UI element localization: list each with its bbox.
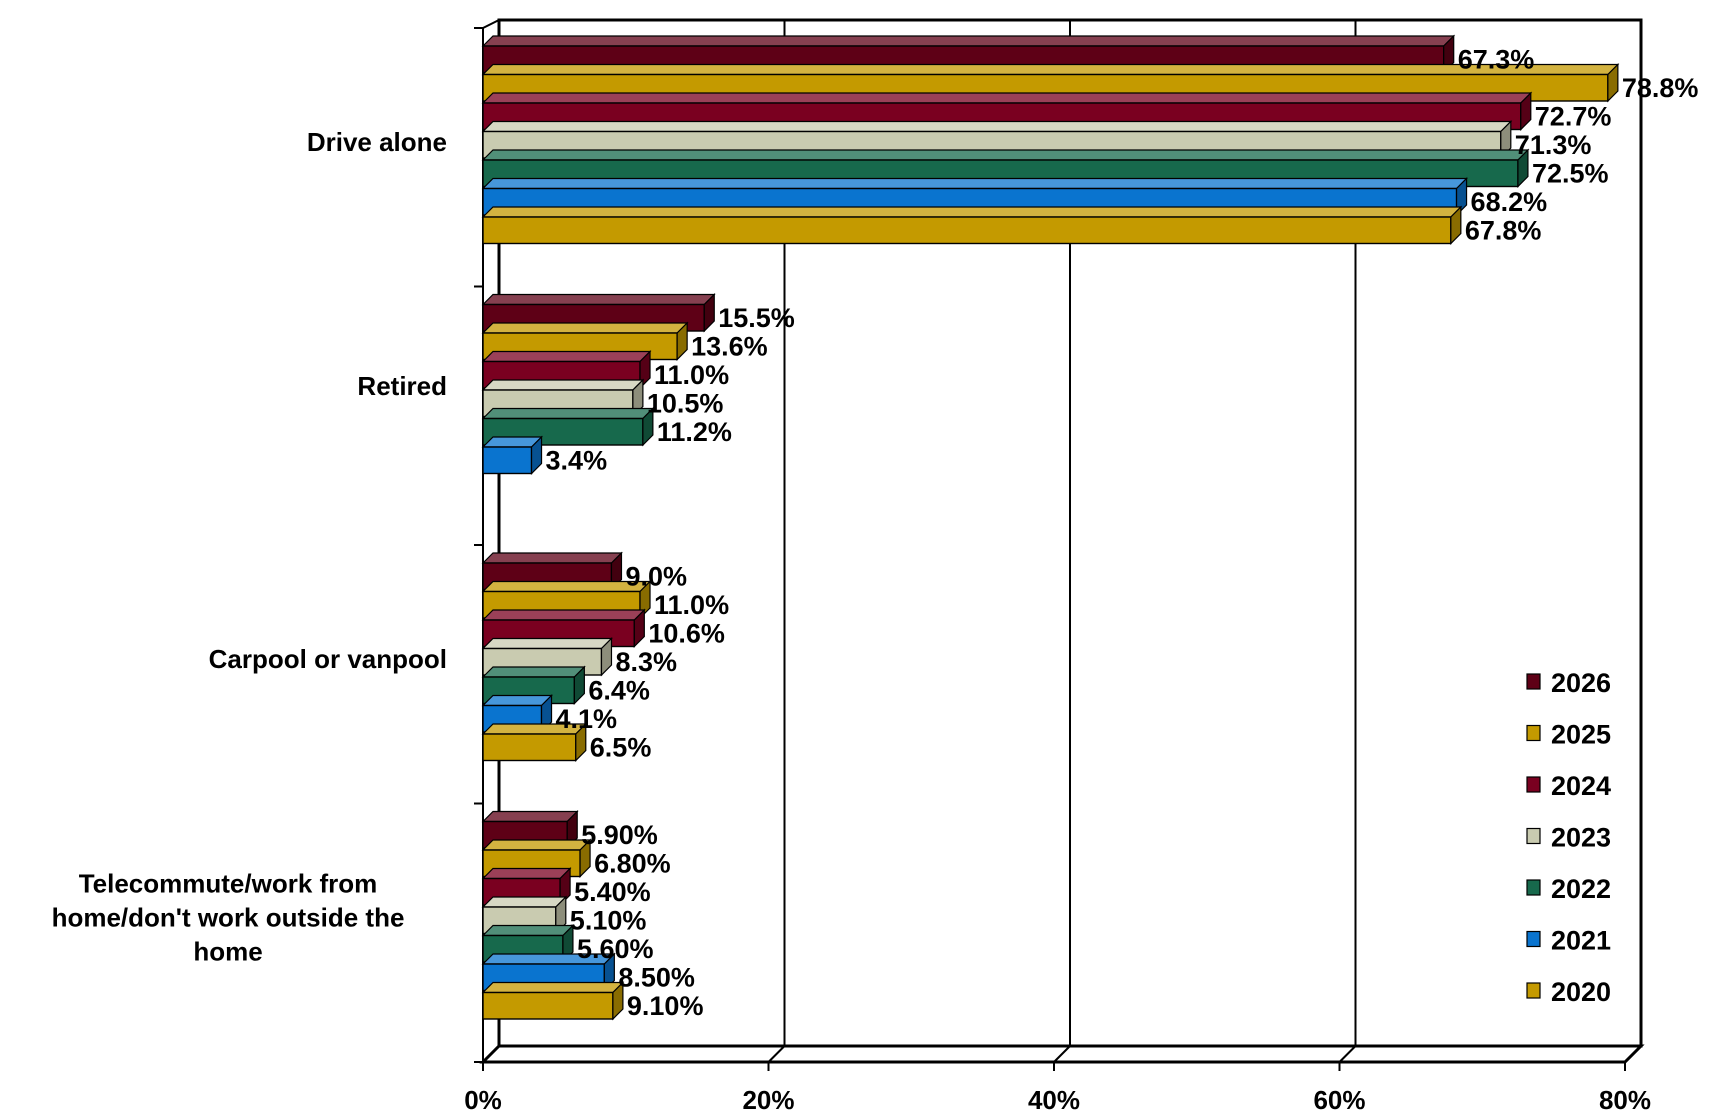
data-labels: 67.3% 78.8% 72.7%71.3%72.5%68.2%67.8% 15.5%… — [546, 45, 1699, 1022]
data-label: 11.2% — [657, 417, 732, 447]
legend: 2026 2025 2024 2023 2022 2021 2020 — [1526, 668, 1611, 1007]
data-label: 72.5% — [1532, 159, 1609, 189]
gridline-floor — [1338, 1045, 1357, 1063]
data-label: 6.5% — [590, 733, 652, 763]
category-label: Retired — [357, 371, 447, 401]
data-label: 8.50% — [618, 963, 695, 993]
legend-item: 2025 — [1526, 720, 1611, 750]
data-label: 78.8% — [1622, 73, 1699, 103]
category-label: Drive alone — [307, 127, 447, 157]
data-label: 10.6% — [648, 619, 725, 649]
data-label: 5.90% — [581, 820, 658, 850]
data-label: 6.80% — [594, 849, 671, 879]
data-label: 67.8% — [1465, 216, 1542, 246]
data-label: 11.0% — [654, 360, 729, 390]
legend-swatch — [1526, 776, 1541, 793]
data-label: 71.3% — [1515, 130, 1592, 160]
bar — [481, 895, 568, 935]
x-tick-labels: 0% 20% 40% 60% 80% — [464, 1062, 1651, 1113]
category-label: Carpool or vanpool — [209, 644, 447, 674]
data-label: 15.5% — [718, 303, 795, 333]
bar — [481, 435, 543, 475]
gridline-floor — [767, 1045, 786, 1063]
legend-item: 2020 — [1526, 977, 1611, 1007]
data-label: 72.7% — [1535, 102, 1612, 132]
legend-swatch — [1526, 673, 1541, 690]
data-label: 8.3% — [615, 647, 677, 677]
legend-label: 2022 — [1551, 874, 1611, 904]
legend-item: 2023 — [1526, 823, 1611, 853]
bar — [481, 722, 588, 762]
category-label: home/don't work outside the — [52, 902, 405, 932]
legend-label: 2023 — [1551, 823, 1611, 853]
data-label: 10.5% — [647, 389, 724, 419]
legend-label: 2021 — [1551, 926, 1611, 956]
category-label: Telecommute/work from — [79, 868, 378, 898]
data-label: 3.4% — [546, 446, 608, 476]
legend-swatch — [1526, 930, 1541, 948]
legend-swatch — [1526, 879, 1541, 896]
bar — [481, 407, 655, 447]
bar — [481, 205, 1463, 245]
bars — [481, 34, 1620, 1021]
legend-swatch — [1526, 982, 1541, 999]
data-label: 13.6% — [691, 332, 768, 362]
legend-label: 2026 — [1551, 668, 1611, 698]
legend-label: 2020 — [1551, 977, 1611, 1007]
x-tick-label: 20% — [742, 1085, 794, 1113]
legend-item: 2021 — [1526, 926, 1611, 956]
x-tick-label: 80% — [1599, 1085, 1651, 1113]
legend-label: 2025 — [1551, 720, 1611, 750]
legend-label: 2024 — [1551, 771, 1611, 801]
gridline-floor — [1053, 1045, 1071, 1063]
data-label: 4.1% — [556, 704, 618, 734]
legend-item: 2024 — [1526, 771, 1611, 801]
data-label: 9.0% — [625, 562, 687, 592]
bar — [481, 981, 625, 1021]
data-label: 5.40% — [574, 877, 651, 907]
data-label: 11.0% — [654, 590, 729, 620]
category-labels: Drive alone Retired Carpool or vanpool Tele… — [52, 127, 447, 967]
legend-swatch — [1526, 724, 1541, 742]
legend-item: 2022 — [1526, 874, 1611, 904]
x-tick-label: 0% — [464, 1085, 502, 1113]
x-tick-label: 60% — [1313, 1085, 1365, 1113]
legend-swatch — [1526, 827, 1541, 845]
data-label: 5.60% — [577, 934, 654, 964]
category-label: home — [193, 936, 262, 966]
data-label: 5.10% — [570, 906, 647, 936]
data-label: 68.2% — [1471, 187, 1548, 217]
data-label: 67.3% — [1458, 45, 1535, 75]
x-tick-label: 40% — [1028, 1085, 1080, 1113]
data-label: 6.4% — [588, 676, 650, 706]
legend-item: 2026 — [1526, 668, 1611, 698]
data-label: 9.10% — [627, 991, 704, 1021]
